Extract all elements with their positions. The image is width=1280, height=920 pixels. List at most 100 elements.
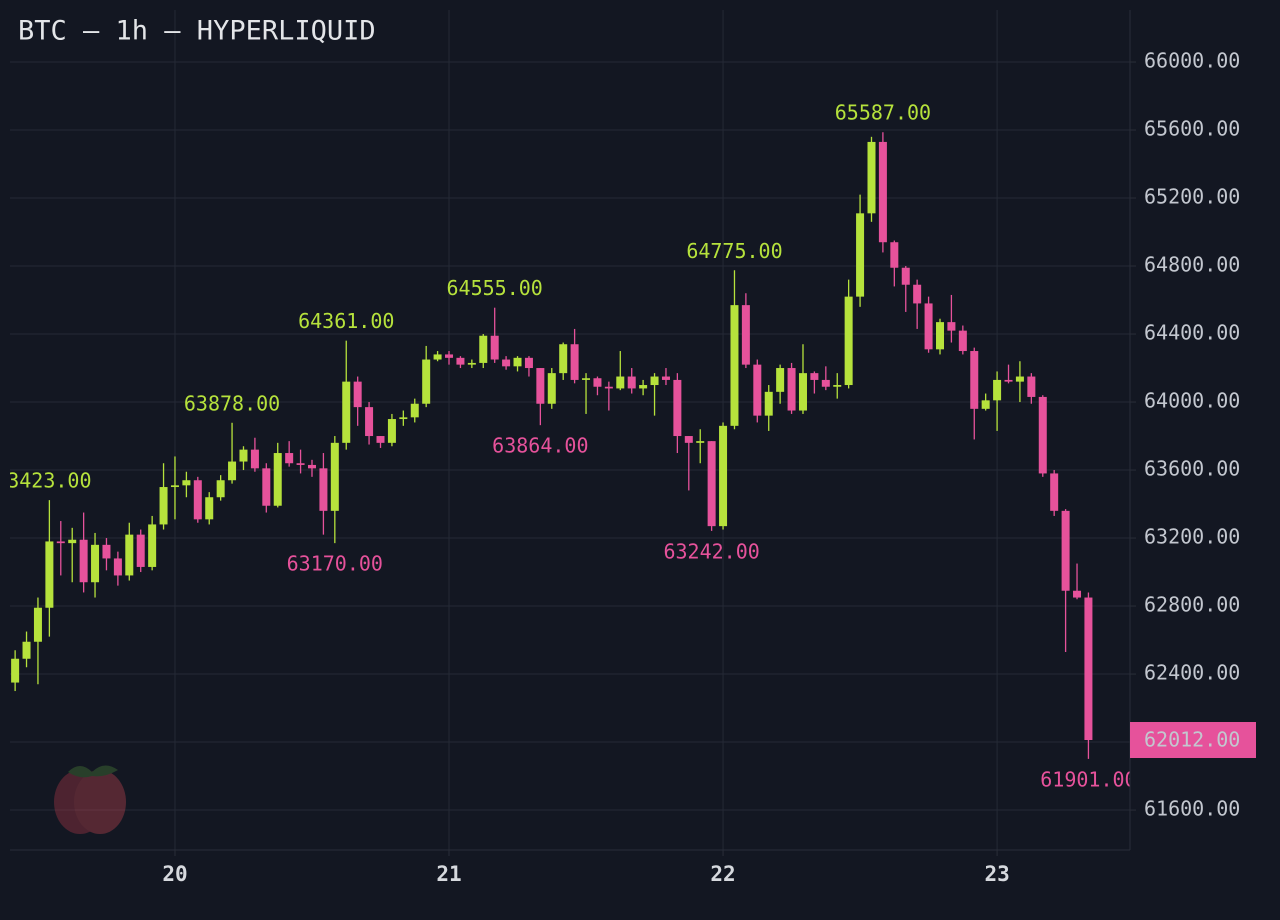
candle-body [91,544,100,583]
candle-body [307,464,316,469]
candle-body [387,419,396,443]
candle-body [1061,510,1070,591]
candle-body [376,436,385,443]
candle-body [102,544,111,559]
logo-peach-left [54,770,106,834]
candle-body [947,322,956,331]
y-tick-label: 63200.00 [1144,525,1240,549]
high-label: 3423.00 [7,469,91,493]
candle-body [753,364,762,416]
candle-body [936,322,945,350]
candle-body [844,296,853,386]
candle-body [1004,379,1013,382]
candle-body [216,480,225,498]
candle-body [467,362,476,365]
y-tick-label: 64800.00 [1144,253,1240,277]
candle-body [764,391,773,416]
plot-area: 3423.00 63878.00 64361.00 64555.00 64775.00 6… [7,101,1136,792]
y-tick-label: 65600.00 [1144,117,1240,141]
candle-body [502,359,511,367]
last-price-box [1130,722,1256,759]
candle-body [741,305,750,365]
y-tick-label: 64000.00 [1144,389,1240,413]
candle-body [1038,396,1047,474]
y-tick-label: 62400.00 [1144,661,1240,685]
y-tick-label: 61600.00 [1144,797,1240,821]
high-label: 64775.00 [686,239,782,263]
logo [54,765,126,834]
candle-body [547,373,556,404]
candle-body [410,403,419,418]
y-tick-label: 65200.00 [1144,185,1240,209]
candle-body [159,487,168,525]
candle-body [524,357,533,369]
last-price-label: 62012.00 [1144,728,1240,752]
low-label: 63864.00 [492,434,588,458]
candle-body [810,373,819,380]
candle-body [205,497,214,520]
candle-body [1084,597,1093,741]
candle-body [22,641,31,659]
logo-leaf [68,765,118,778]
chart-title: BTC — 1h — HYPERLIQUID [18,16,376,47]
candle-body [399,417,408,420]
candle-body [285,453,294,464]
candle-body [33,607,42,642]
candle-body [536,368,545,404]
candle-body [330,442,339,511]
candle-body [513,357,522,367]
candle-body [125,534,134,576]
x-tick-label: 20 [162,862,187,886]
candle-body [776,368,785,392]
candle-body [604,386,613,389]
candle-body [56,541,65,544]
candle-body [228,461,237,481]
candle-body [1073,590,1082,598]
candle-body [913,284,922,304]
candle-body [296,463,305,465]
candle-body [901,267,910,285]
candle-body [1027,376,1036,397]
candle-body [798,373,807,411]
candle-body [250,449,259,469]
candle-body [582,378,591,380]
candle-body [79,539,88,583]
y-tick-label: 63600.00 [1144,457,1240,481]
candle-body [673,379,682,437]
candle-body [1050,473,1059,511]
candle-body [456,357,465,365]
candle-body [113,558,122,576]
candle-body [833,385,842,387]
candle-body [867,141,876,214]
candle-body [445,354,454,358]
candle-body [707,441,716,527]
high-label: 65587.00 [835,101,931,125]
candle-body [262,468,271,506]
candle-body [650,376,659,386]
candle-body [170,485,179,488]
candle-body [593,378,602,387]
candle-body [890,242,899,268]
candle-body [661,376,670,380]
candle-body [11,658,20,683]
candle-body [821,379,830,387]
candle-body [684,436,693,443]
low-label: 61901.00 [1040,767,1136,791]
x-tick-label: 23 [984,862,1009,886]
candle-body [136,534,145,567]
candle-body [787,368,796,411]
y-tick-label: 66000.00 [1144,49,1240,73]
candle-body [193,480,202,520]
candle-body [1015,376,1024,382]
candle-body [45,541,54,608]
candle-body [342,381,351,443]
high-label: 64555.00 [447,276,543,300]
candle-body [981,400,990,409]
low-label: 63170.00 [287,552,383,576]
low-label: 63242.00 [663,539,759,563]
candle-body [993,379,1002,401]
candle-body [365,407,374,437]
candle-body [68,539,77,544]
candle-body [559,344,568,374]
x-tick-label: 21 [436,862,461,886]
